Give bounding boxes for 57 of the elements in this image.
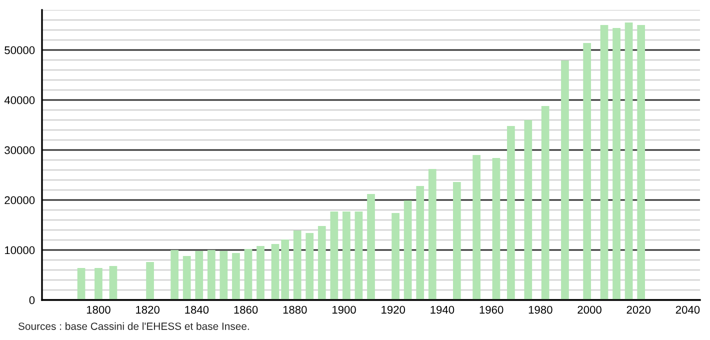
bar [428, 169, 436, 300]
x-tick-label: 1920 [382, 306, 406, 314]
bar [244, 249, 252, 300]
x-tick-label: 1960 [480, 306, 504, 314]
bar [306, 233, 314, 300]
bar [195, 251, 204, 300]
bar [318, 226, 326, 300]
bar [281, 240, 289, 300]
bar [342, 212, 350, 300]
y-tick-label: 30000 [4, 146, 35, 154]
bar [170, 250, 179, 300]
source-note: Sources : base Cassini de l'EHESS et base Insee. [18, 322, 249, 330]
y-tick-label: 40000 [4, 96, 35, 104]
x-tick-label: 1860 [234, 306, 258, 314]
bar [77, 268, 86, 300]
x-tick-label: 2020 [626, 306, 651, 314]
bar [109, 266, 118, 300]
bar [416, 186, 424, 300]
bar [146, 262, 154, 300]
x-tick-label: 1800 [86, 306, 110, 314]
bar [404, 200, 412, 300]
bar [94, 268, 102, 300]
y-tick-label: 10000 [5, 246, 35, 254]
x-tick-label: 1980 [528, 306, 552, 314]
bar [256, 246, 264, 300]
bar [271, 244, 280, 300]
bar [492, 158, 500, 300]
bar [541, 106, 550, 300]
bar [624, 22, 633, 300]
bar [507, 126, 515, 300]
bar [207, 250, 216, 300]
bar [561, 60, 569, 300]
bar [392, 213, 400, 300]
y-tick-label: 0 [29, 296, 35, 304]
bar [637, 25, 646, 300]
x-tick-label: 1940 [430, 306, 454, 314]
bar [453, 182, 461, 300]
bar [524, 120, 532, 300]
bar [600, 25, 608, 300]
x-tick-label: 1900 [332, 306, 356, 314]
bar [232, 253, 240, 300]
x-tick-label: 2040 [676, 306, 700, 314]
bar [472, 155, 481, 300]
bar [367, 194, 375, 300]
bar [330, 212, 338, 300]
y-tick-label: 20000 [4, 196, 35, 204]
bar [583, 43, 591, 300]
bar [293, 230, 302, 300]
x-tick-label: 2000 [578, 306, 602, 314]
bar [182, 256, 191, 300]
bar [354, 212, 363, 300]
x-tick-label: 1820 [136, 306, 160, 314]
y-tick-label: 50000 [4, 46, 35, 54]
bar [220, 251, 228, 300]
bar [612, 28, 620, 300]
x-tick-label: 1840 [185, 306, 209, 314]
x-tick-label: 1880 [283, 306, 307, 314]
